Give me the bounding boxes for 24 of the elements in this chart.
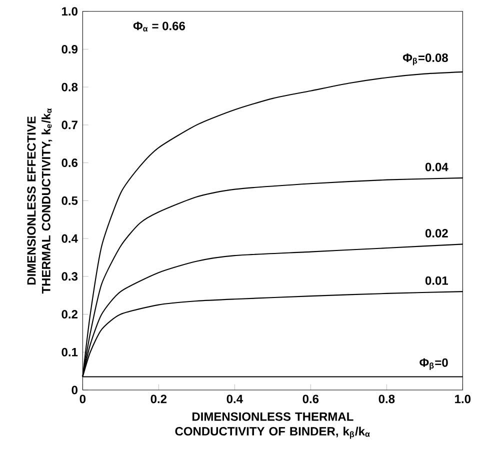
y-tick-label: 0.2 bbox=[62, 310, 78, 319]
series-label: Φ$_{β}$=0.08 bbox=[402, 53, 448, 66]
y-tick-label: 0.1 bbox=[62, 348, 78, 356]
y-tick-label: 0.6 bbox=[62, 158, 78, 168]
x-tick-label: 0.6 bbox=[302, 394, 319, 404]
series-label: Φ$_{β}$=0 bbox=[420, 358, 448, 370]
x-tick-label: 1.0 bbox=[455, 394, 471, 404]
y-tick-label: 0.9 bbox=[62, 44, 78, 54]
x-axis-title: DIMENSIONLESS THERMAL CONDUCTIVITY OF BINDER, k$_{β}$/k$_{α}$ bbox=[175, 412, 370, 439]
y-tick-label: 0 bbox=[72, 386, 78, 394]
x-tick-label: 0.4 bbox=[226, 394, 243, 404]
y-tick-label: 0.5 bbox=[62, 196, 78, 205]
annotation: Φ$_{α}$ = 0.66 bbox=[133, 22, 185, 32]
y-tick-label: 0.7 bbox=[62, 120, 78, 130]
x-tick-label: 0.2 bbox=[150, 394, 167, 404]
series-label: 0.02 bbox=[425, 228, 448, 238]
y-tick-label: 0.4 bbox=[62, 234, 78, 243]
x-tick-label: 0 bbox=[80, 394, 86, 404]
series-label: 0.01 bbox=[425, 276, 448, 285]
y-tick-label: 1.0 bbox=[62, 7, 78, 16]
series-label: 0.04 bbox=[425, 162, 448, 172]
y-tick-label: 0.3 bbox=[62, 272, 78, 281]
y-tick-label: 0.8 bbox=[62, 82, 78, 92]
x-tick-label: 0.8 bbox=[378, 394, 395, 404]
